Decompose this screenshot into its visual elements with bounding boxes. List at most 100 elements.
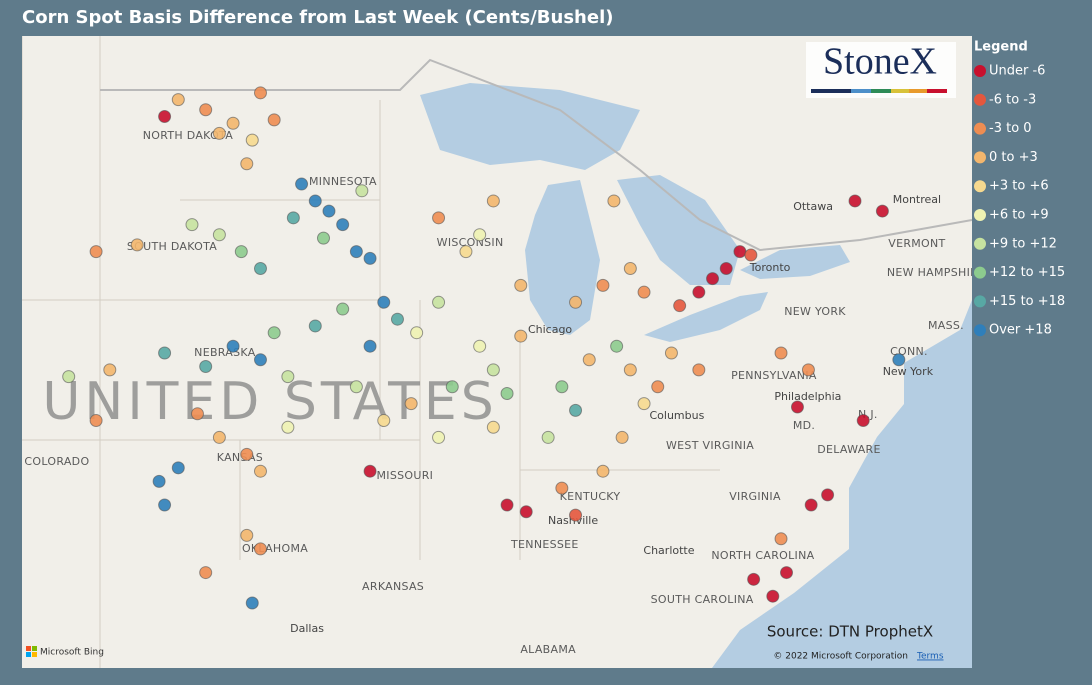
legend-swatch: [974, 180, 986, 193]
data-point: [245, 596, 259, 610]
data-point: [240, 528, 254, 542]
data-point: [766, 589, 780, 603]
state-label: NEW HAMPSHIRE: [887, 266, 985, 279]
data-point: [569, 508, 583, 522]
lake-ontario: [740, 245, 850, 279]
legend-swatch: [974, 209, 986, 221]
legend-swatch: [974, 65, 986, 77]
data-point: [363, 339, 377, 353]
state-label: TENNESSEE: [510, 538, 579, 551]
state-label: DELAWARE: [817, 443, 881, 456]
legend-swatch: [974, 93, 986, 106]
lake-michigan: [525, 180, 600, 335]
data-point: [892, 353, 906, 367]
data-point: [615, 430, 629, 444]
data-point: [801, 363, 815, 377]
city-label: Dallas: [290, 622, 324, 635]
data-point: [267, 326, 281, 340]
data-point: [651, 380, 665, 394]
data-point: [790, 400, 804, 414]
legend-label: +9 to +12: [989, 236, 1057, 251]
lake-erie: [644, 292, 768, 342]
data-point: [212, 430, 226, 444]
legend-swatch: [974, 122, 986, 135]
data-point: [747, 572, 761, 586]
data-point: [486, 194, 500, 208]
data-point: [185, 218, 199, 232]
data-point: [519, 505, 533, 519]
title: Corn Spot Basis Difference from Last Wee…: [22, 7, 613, 28]
data-point: [130, 238, 144, 252]
legend-swatch: [974, 324, 986, 337]
copyright: © 2022 Microsoft Corporation: [773, 652, 908, 662]
data-point: [308, 194, 322, 208]
data-point: [226, 339, 240, 353]
bing: Microsoft Bing: [40, 648, 104, 658]
data-point: [706, 272, 720, 286]
data-point: [234, 245, 248, 259]
data-point: [780, 566, 794, 580]
data-point: [664, 346, 678, 360]
state-label: COLORADO: [24, 455, 89, 468]
data-point: [623, 363, 637, 377]
data-point: [363, 464, 377, 478]
data-point: [308, 319, 322, 333]
legend-label: -6 to -3: [989, 92, 1036, 107]
data-point: [390, 312, 404, 326]
data-point: [322, 204, 336, 218]
data-point: [486, 420, 500, 434]
data-point: [190, 407, 204, 421]
city-label: New York: [883, 365, 934, 378]
legend-swatch: [974, 237, 986, 250]
data-point: [253, 353, 267, 367]
data-point: [486, 363, 500, 377]
state-label: SOUTH CAROLINA: [651, 593, 754, 606]
source: Source: DTN ProphetX: [767, 623, 933, 641]
state-label: PENNSYLVANIA: [731, 369, 817, 382]
map: UNITED STATES NORTH DAKOTA MINNESOTA SOUTH …: [22, 36, 985, 668]
data-point: [253, 86, 267, 100]
lake-superior: [420, 83, 640, 170]
data-point: [692, 363, 706, 377]
legend-swatch: [974, 295, 986, 308]
data-point: [569, 403, 583, 417]
data-point: [744, 248, 758, 262]
state-label: KANSAS: [217, 451, 263, 464]
data-point: [158, 109, 172, 123]
data-point: [171, 93, 185, 107]
data-point: [569, 295, 583, 309]
data-point: [158, 498, 172, 512]
data-point: [856, 414, 870, 428]
state-label: KENTUCKY: [560, 490, 621, 503]
data-point: [152, 474, 166, 488]
data-point: [286, 211, 300, 225]
data-point: [596, 278, 610, 292]
logo: StoneX: [823, 41, 937, 83]
state-label: OKLAHOMA: [242, 542, 308, 555]
legend-label: +3 to +6: [989, 179, 1049, 194]
data-point: [410, 326, 424, 340]
data-point: [637, 397, 651, 411]
lake-huron: [617, 175, 740, 285]
data-point: [199, 566, 213, 580]
state-label: MASS.: [928, 319, 964, 332]
data-point: [432, 295, 446, 309]
ocean: [712, 300, 972, 668]
data-point: [377, 295, 391, 309]
data-point: [253, 262, 267, 276]
state-label: NORTH DAKOTA: [143, 129, 233, 142]
data-point: [89, 245, 103, 259]
data-point: [432, 211, 446, 225]
terms-link[interactable]: Terms: [916, 652, 944, 662]
data-point: [445, 380, 459, 394]
data-point: [212, 126, 226, 140]
data-point: [500, 498, 514, 512]
data-point: [459, 245, 473, 259]
city-label: Ottawa: [793, 200, 833, 213]
data-point: [336, 302, 350, 316]
data-point: [473, 339, 487, 353]
data-point: [349, 245, 363, 259]
data-point: [821, 488, 835, 502]
data-point: [199, 103, 213, 117]
